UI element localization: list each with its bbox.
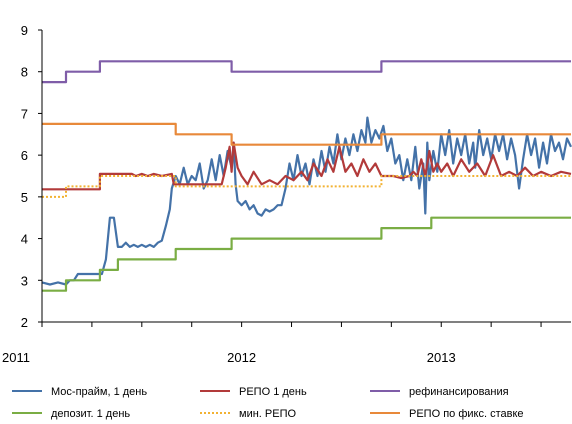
x-tick-label: 2013 [427,350,456,365]
series-line [42,141,572,191]
series-line [42,60,571,84]
y-tick-label: 3 [21,273,28,288]
series-layer [41,60,572,292]
x-tick-label: 2011 [2,350,30,365]
y-tick-label: 2 [21,315,28,330]
y-tick-label: 8 [21,65,28,80]
y-tick-label: 6 [21,148,28,163]
legend-label: рефинансирования [409,386,509,398]
series-line [41,116,572,286]
legend: Мос-прайм, 1 день РЕПО 1 день рефинансиров… [12,386,524,420]
y-tick-label: 5 [21,190,28,205]
y-tick-label: 9 [21,23,28,38]
series-line [42,216,571,292]
y-tick-label: 7 [21,106,28,121]
axes: 2 3 4 5 6 7 8 9 2011 2012 2013 [2,23,571,365]
legend-label: депозит. 1 день [51,408,130,420]
legend-label: мин. РЕПО [239,408,296,420]
x-tick-label: 2012 [227,350,256,365]
y-tick-label: 4 [21,232,28,247]
legend-label: РЕПО по фикс. ставке [409,408,524,420]
legend-label: РЕПО 1 день [239,386,307,398]
series-line [42,122,571,146]
series-line [42,175,571,198]
legend-label: Мос-прайм, 1 день [51,386,147,398]
